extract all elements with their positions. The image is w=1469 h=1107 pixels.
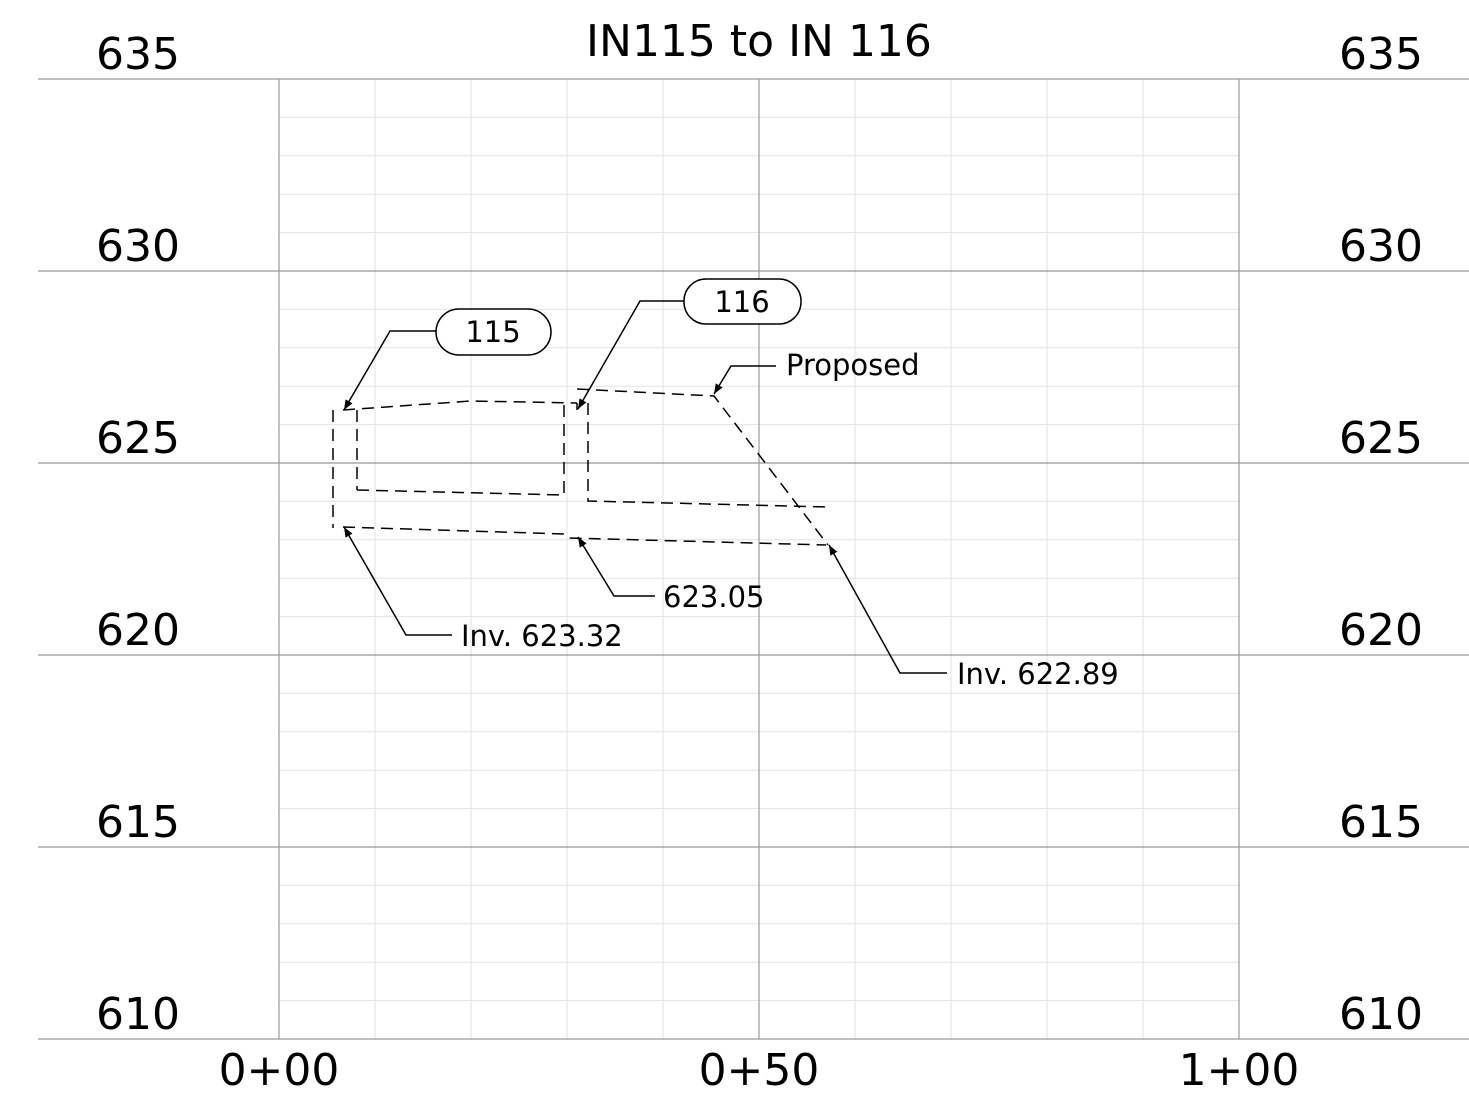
leader — [577, 300, 684, 410]
annotation: Proposed — [786, 348, 920, 382]
annotation: 623.05 — [663, 580, 764, 614]
elevation-label: 625 — [96, 413, 180, 464]
proposed-profile — [576, 388, 829, 546]
grid — [38, 78, 1469, 1040]
station-label: 1+00 — [1179, 1045, 1300, 1096]
structure-bubble — [435, 308, 552, 356]
structure-label: 115 — [465, 315, 520, 349]
leader — [828, 544, 947, 674]
elevation-label: 630 — [96, 221, 180, 272]
station-label: 0+00 — [219, 1045, 340, 1096]
structure-bubble — [683, 278, 802, 325]
structure-label: 116 — [714, 285, 769, 319]
leader — [713, 365, 776, 395]
elevation-label: 625 — [1339, 413, 1423, 464]
elevation-label: 620 — [96, 605, 180, 656]
pipes — [332, 388, 829, 546]
station-label: 0+50 — [699, 1045, 820, 1096]
elevation-label: 610 — [96, 989, 180, 1040]
elevation-label: 610 — [1339, 989, 1423, 1040]
elevation-label: 635 — [96, 29, 180, 80]
title: IN115 to IN 116 — [586, 16, 932, 67]
elevation-label: 615 — [96, 797, 180, 848]
existing-profile — [332, 400, 829, 546]
elevation-label: 615 — [1339, 797, 1423, 848]
annotation: Inv. 622.89 — [957, 657, 1119, 691]
elevation-label: 630 — [1339, 221, 1423, 272]
leader — [577, 536, 655, 597]
elevation-label: 620 — [1339, 605, 1423, 656]
elevation-label: 635 — [1339, 29, 1423, 80]
leaders — [343, 300, 947, 674]
annotation: Inv. 623.32 — [461, 619, 623, 653]
leader — [343, 526, 452, 636]
leader — [343, 330, 436, 411]
